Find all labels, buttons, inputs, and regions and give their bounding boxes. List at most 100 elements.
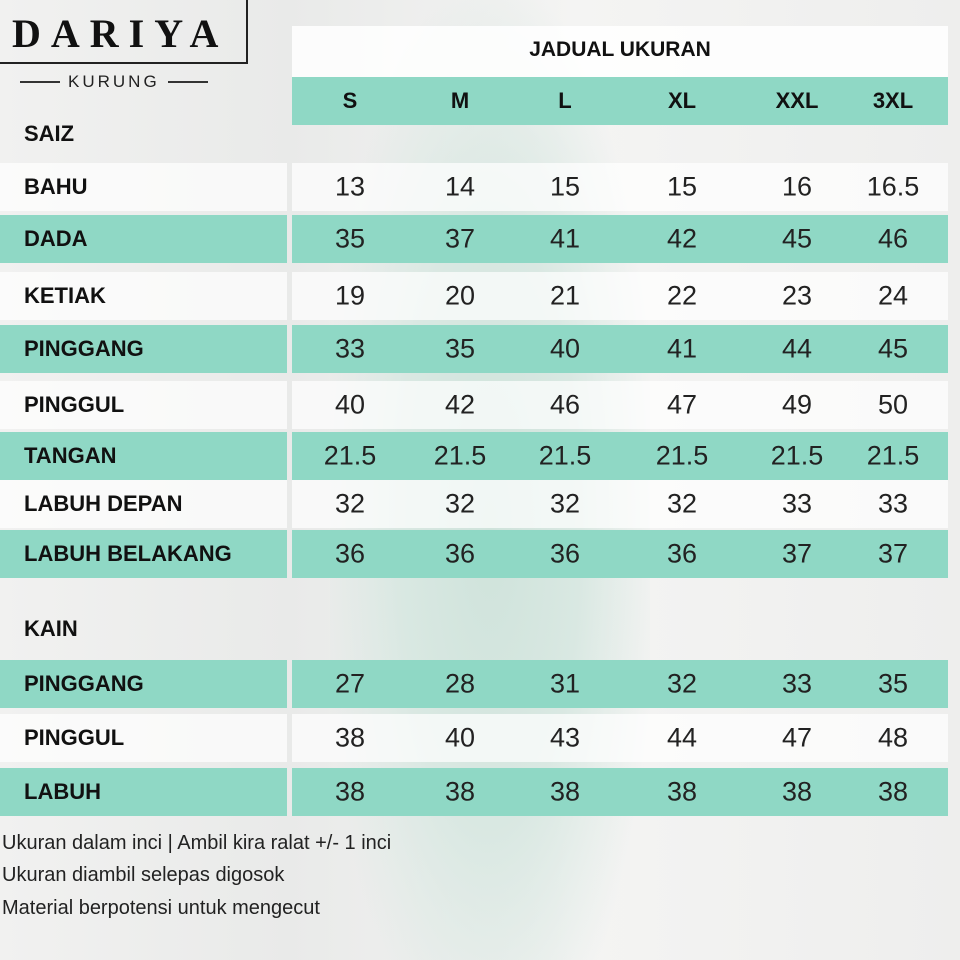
- value-cell: 21.5: [866, 440, 920, 471]
- brand-logo: DARIYA: [12, 11, 229, 56]
- value-cell: 33: [781, 488, 813, 519]
- value-cell: 21.5: [770, 440, 824, 471]
- row-label: LABUH DEPAN: [24, 491, 183, 516]
- value-cell: 48: [877, 722, 909, 753]
- value-cell: 14: [444, 171, 476, 202]
- value-cell: 21: [549, 280, 581, 311]
- size-header: M: [450, 88, 470, 113]
- value-cell: 15: [666, 171, 698, 202]
- row-label: KAIN: [24, 616, 78, 641]
- title-panel: [292, 26, 948, 77]
- value-cell: 19: [334, 280, 366, 311]
- row-label: SAIZ: [24, 121, 75, 146]
- section-header: KAIN: [0, 605, 948, 653]
- value-cell: 45: [877, 333, 909, 364]
- table-row: LABUH BELAKANG 36 36 36 36 37 37: [0, 530, 948, 578]
- value-cell: 38: [549, 776, 581, 807]
- table-row: DADA 35 37 41 42 45 46: [0, 215, 948, 263]
- value-cell: 38: [334, 776, 366, 807]
- size-header: L: [558, 88, 572, 113]
- value-cell: 47: [781, 722, 813, 753]
- value-cell: 37: [781, 538, 813, 569]
- value-cell: 41: [666, 333, 698, 364]
- value-cell: 24: [877, 280, 909, 311]
- row-label: LABUH BELAKANG: [24, 541, 232, 566]
- note: Material berpotensi untuk mengecut: [2, 897, 320, 919]
- value-cell: 40: [549, 333, 581, 364]
- row-label: TANGAN: [24, 443, 117, 468]
- note: Ukuran dalam inci | Ambil kira ralat +/-…: [2, 832, 392, 854]
- table-row: PINGGUL 40 42 46 47 49 50: [0, 381, 948, 429]
- value-cell: 23: [781, 280, 813, 311]
- value-cell: 32: [549, 488, 581, 519]
- value-cell: 38: [781, 776, 813, 807]
- value-cell: 20: [444, 280, 476, 311]
- value-cell: 38: [666, 776, 698, 807]
- value-cell: 21.5: [433, 440, 487, 471]
- value-cell: 35: [877, 668, 909, 699]
- value-cell: 16: [781, 171, 813, 202]
- value-cell: 32: [444, 488, 476, 519]
- row-label: PINGGANG: [24, 671, 144, 696]
- size-header: XXL: [775, 88, 819, 113]
- value-cell: 36: [334, 538, 366, 569]
- table-row: KETIAK 19 20 21 22 23 24: [0, 272, 948, 320]
- row-label: PINGGANG: [24, 336, 144, 361]
- row-label: DADA: [24, 226, 88, 251]
- row-label: KETIAK: [24, 283, 106, 308]
- row-label: BAHU: [24, 174, 88, 199]
- logo-frame: [0, 0, 248, 64]
- value-cell: 22: [666, 280, 698, 311]
- value-cell: 46: [877, 223, 909, 254]
- value-cell: 28: [444, 668, 476, 699]
- value-cell: 15: [549, 171, 581, 202]
- value-cell: 42: [666, 223, 698, 254]
- value-cell: 21.5: [538, 440, 592, 471]
- value-cell: 45: [781, 223, 813, 254]
- table-row: TANGAN 21.5 21.5 21.5 21.5 21.5 21.5: [0, 432, 948, 480]
- row-label: PINGGUL: [24, 725, 125, 750]
- table-row: PINGGANG 27 28 31 32 33 35: [0, 660, 948, 708]
- section-header: SAIZ: [0, 110, 948, 158]
- value-cell: 32: [666, 668, 698, 699]
- value-cell: 33: [781, 668, 813, 699]
- size-header: XL: [667, 88, 697, 113]
- value-cell: 43: [549, 722, 581, 753]
- value-cell: 44: [666, 722, 698, 753]
- table-row: PINGGUL 38 40 43 44 47 48: [0, 714, 948, 762]
- size-header: 3XL: [872, 88, 914, 113]
- value-cell: 32: [334, 488, 366, 519]
- value-cell: 35: [334, 223, 366, 254]
- value-cell: 40: [444, 722, 476, 753]
- value-cell: 33: [877, 488, 909, 519]
- value-cell: 35: [444, 333, 476, 364]
- table-title: JADUAL UKURAN: [529, 38, 711, 61]
- value-cell: 32: [666, 488, 698, 519]
- value-cell: 13: [334, 171, 366, 202]
- table-row: LABUH DEPAN 32 32 32 32 33 33: [0, 480, 948, 528]
- value-cell: 38: [334, 722, 366, 753]
- value-cell: 37: [444, 223, 476, 254]
- value-cell: 36: [444, 538, 476, 569]
- value-cell: 44: [781, 333, 813, 364]
- value-cell: 36: [549, 538, 581, 569]
- value-cell: 31: [549, 668, 581, 699]
- value-cell: 50: [877, 389, 909, 420]
- row-label: LABUH: [24, 779, 101, 804]
- value-cell: 49: [781, 389, 813, 420]
- value-cell: 21.5: [323, 440, 377, 471]
- brand-subtitle: KURUNG: [20, 72, 208, 92]
- value-cell: 38: [444, 776, 476, 807]
- value-cell: 40: [334, 389, 366, 420]
- value-cell: 42: [444, 389, 476, 420]
- value-cell: 38: [877, 776, 909, 807]
- table-row: PINGGANG 33 35 40 41 44 45: [0, 325, 948, 373]
- note: Ukuran diambil selepas digosok: [2, 864, 285, 886]
- value-cell: 36: [666, 538, 698, 569]
- size-header-row: S M L XL XXL 3XL: [292, 77, 948, 125]
- value-cell: 21.5: [655, 440, 709, 471]
- value-cell: 46: [549, 389, 581, 420]
- row-label: PINGGUL: [24, 392, 125, 417]
- table-row: BAHU 13 14 15 15 16 16.5: [0, 163, 948, 211]
